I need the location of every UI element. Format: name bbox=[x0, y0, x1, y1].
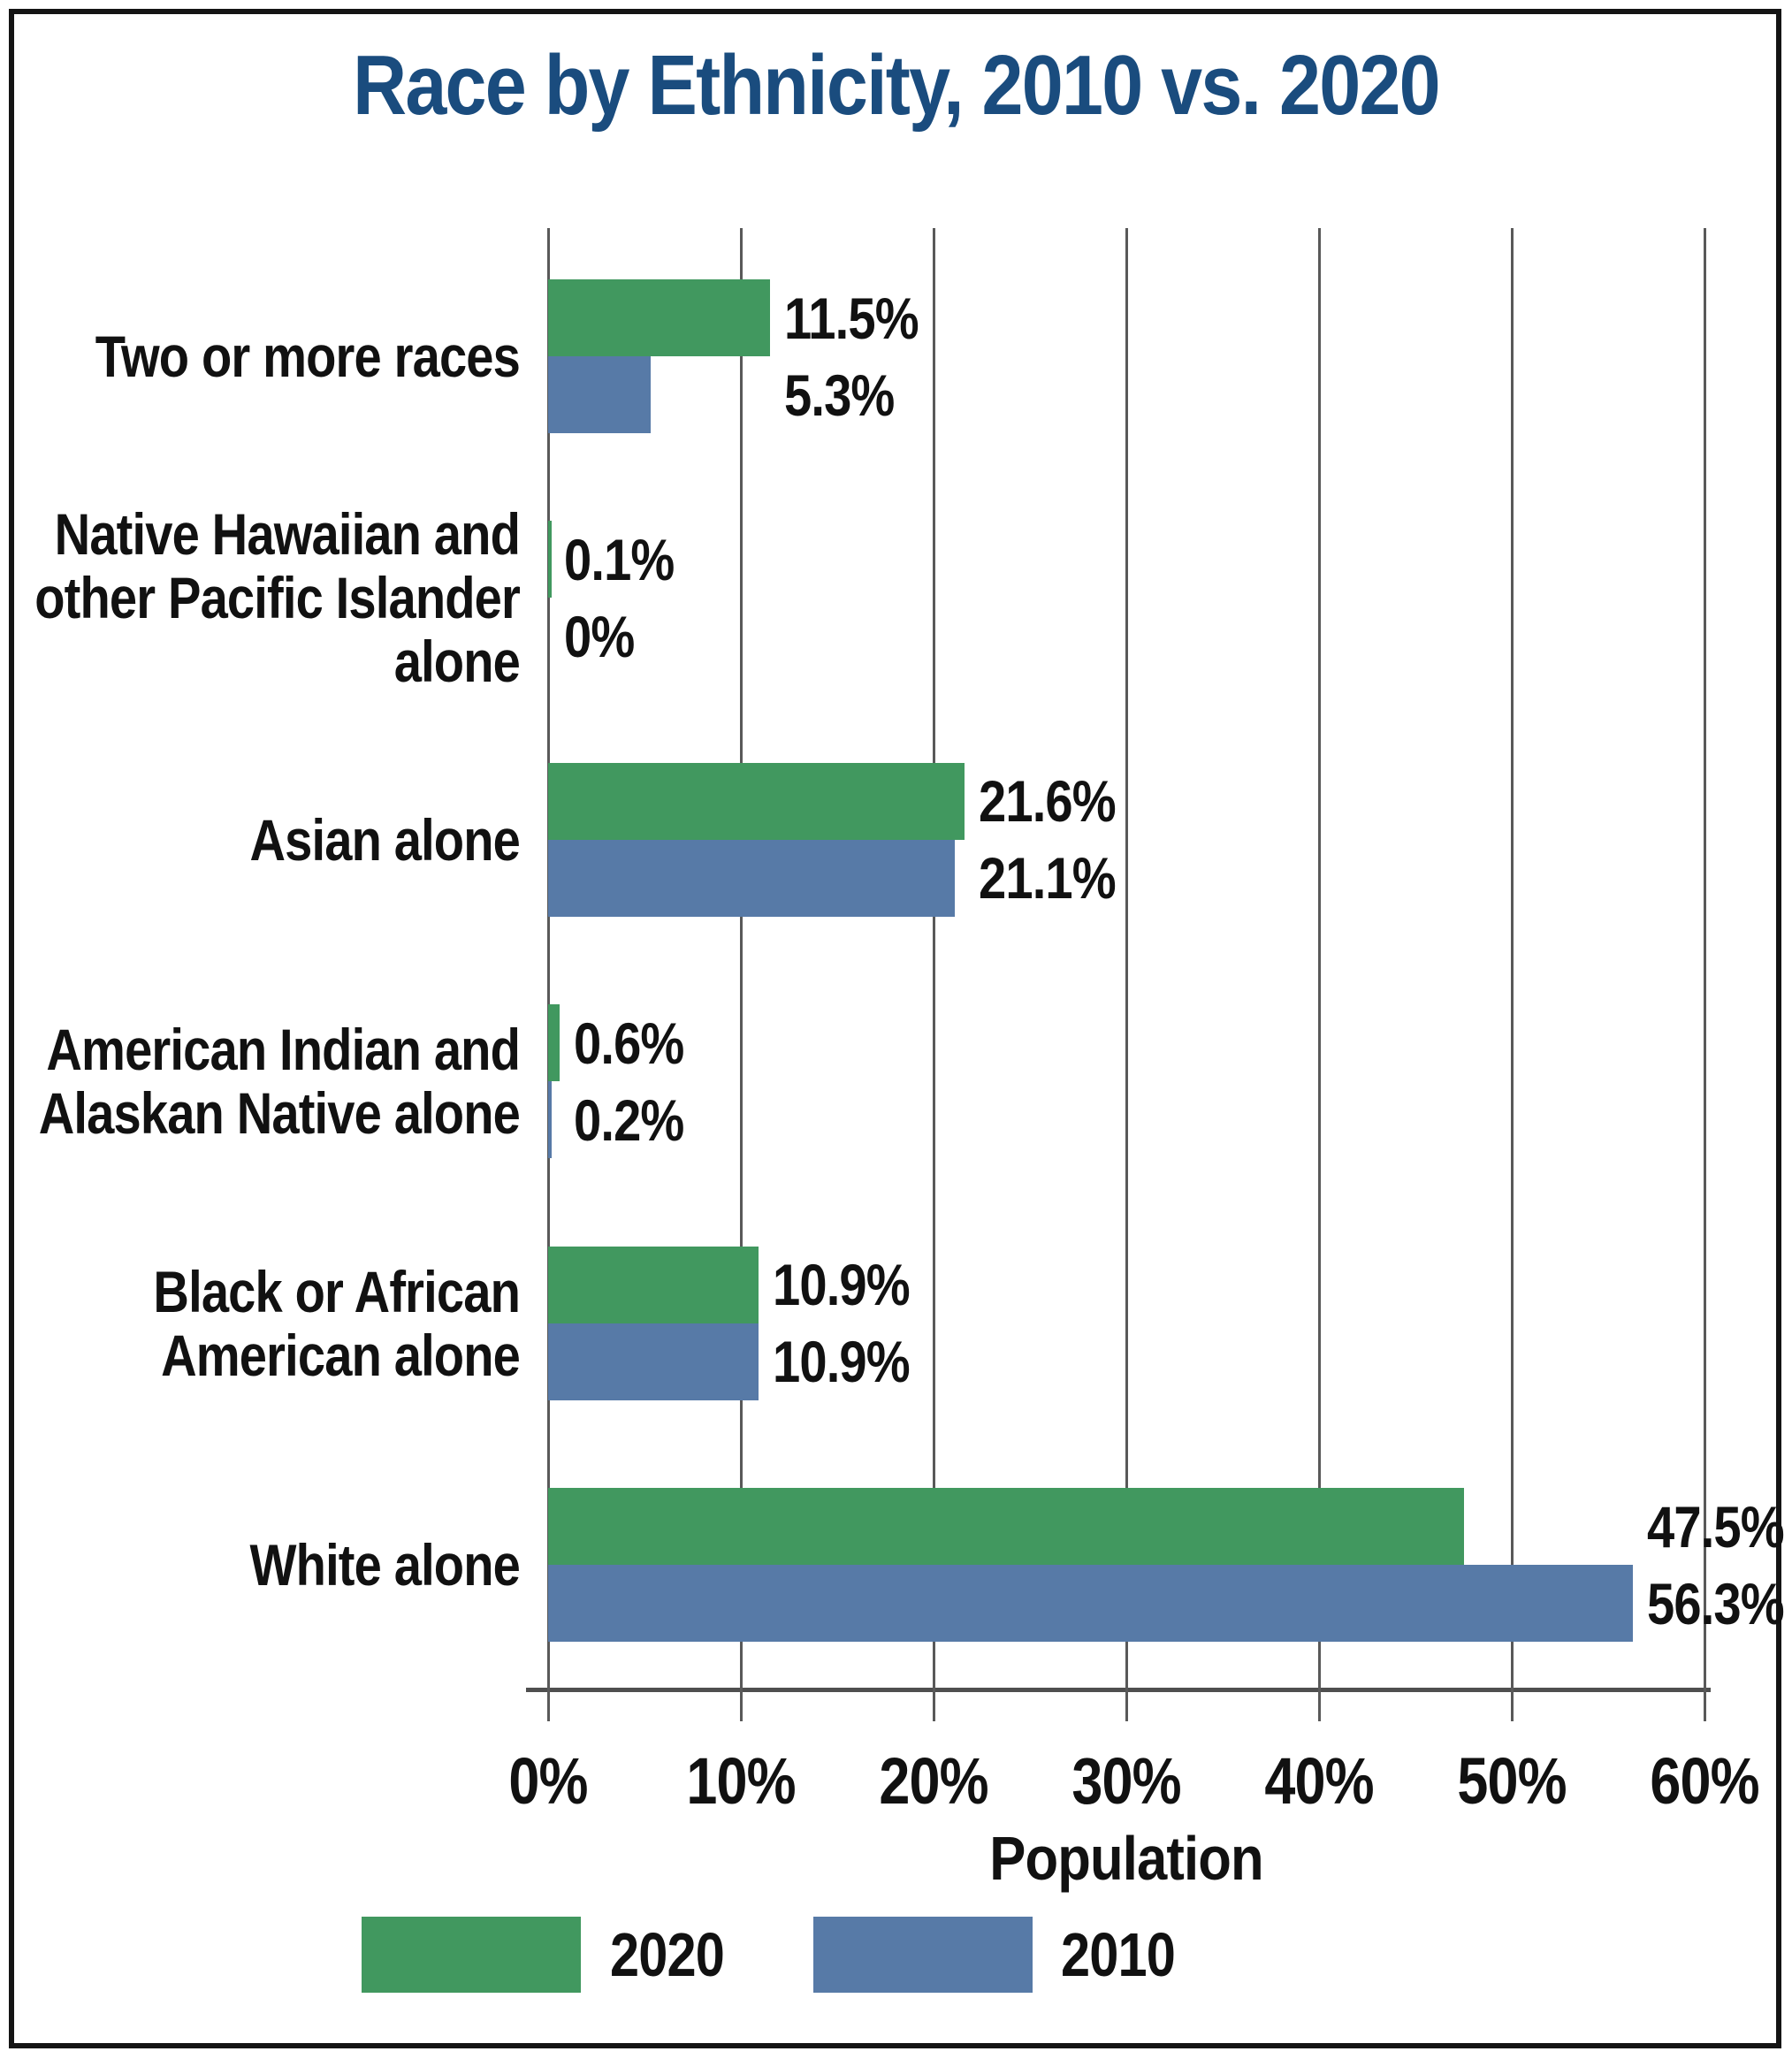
category-label-line: American Indian and bbox=[46, 1017, 521, 1083]
value-label-2010-row3: 0.2% bbox=[574, 1087, 684, 1153]
bar-2010-row0 bbox=[548, 356, 651, 433]
legend-swatch-2020 bbox=[362, 1917, 581, 1993]
category-label-line: alone bbox=[393, 629, 521, 695]
value-label-2020-row4: 10.9% bbox=[772, 1252, 911, 1318]
bar-2020-row1 bbox=[548, 521, 552, 599]
legend-label-2010: 2010 bbox=[1061, 1920, 1176, 1989]
bar-2010-row5 bbox=[548, 1565, 1634, 1642]
x-axis-title: Population bbox=[989, 1824, 1263, 1893]
value-label-2010-row0: 5.3% bbox=[783, 362, 895, 428]
value-label-2020-row5: 47.5% bbox=[1647, 1493, 1785, 1560]
category-label-line: Alaskan Native alone bbox=[38, 1080, 521, 1147]
bar-2020-row2 bbox=[548, 762, 965, 840]
value-label-2020-row3: 0.6% bbox=[574, 1010, 684, 1076]
value-label-2010-row5: 56.3% bbox=[1647, 1570, 1785, 1636]
chart-title: Race by Ethnicity, 2010 vs. 2020 bbox=[353, 38, 1441, 133]
bar-2020-row5 bbox=[548, 1488, 1464, 1565]
legend-label-2020: 2020 bbox=[610, 1920, 725, 1989]
x-tick-30: 30% bbox=[1071, 1744, 1181, 1818]
category-label-line: Two or more races bbox=[95, 324, 521, 389]
x-axis-line bbox=[526, 1688, 1711, 1692]
bar-2020-row3 bbox=[548, 1004, 560, 1082]
value-label-2010-row4: 10.9% bbox=[772, 1329, 911, 1395]
bar-2020-row0 bbox=[548, 279, 770, 356]
category-label-row2: Asian alone bbox=[78, 707, 520, 972]
legend-swatch-2010 bbox=[813, 1917, 1033, 1993]
x-tick-20: 20% bbox=[879, 1744, 988, 1818]
category-label-row5: White alone bbox=[78, 1432, 521, 1697]
category-label-line: Black or African bbox=[153, 1258, 520, 1324]
gridline-10 bbox=[739, 228, 743, 1721]
x-tick-0: 0% bbox=[508, 1744, 588, 1818]
bar-2010-row2 bbox=[548, 839, 955, 917]
value-label-2010-row2: 21.1% bbox=[978, 845, 1117, 911]
category-label-line: American alone bbox=[161, 1322, 521, 1388]
category-label-row4: Black or African American alone bbox=[78, 1191, 520, 1456]
gridline-60 bbox=[1703, 228, 1706, 1721]
value-label-2020-row0: 11.5% bbox=[783, 285, 919, 351]
category-label-line: White alone bbox=[249, 1532, 521, 1598]
gridline-0 bbox=[546, 228, 550, 1721]
x-tick-50: 50% bbox=[1457, 1744, 1567, 1818]
value-label-2020-row1: 0.1% bbox=[564, 526, 675, 592]
bar-2010-row3 bbox=[548, 1081, 553, 1159]
gridline-50 bbox=[1510, 228, 1514, 1721]
bar-2010-row4 bbox=[548, 1323, 759, 1400]
gridline-40 bbox=[1317, 228, 1321, 1721]
value-label-2020-row2: 21.6% bbox=[978, 768, 1117, 835]
category-label-row3: American Indian and Alaskan Native alone bbox=[39, 949, 521, 1214]
category-label-line: Asian alone bbox=[249, 806, 520, 873]
category-label-row0: Two or more races bbox=[78, 224, 521, 489]
value-label-2010-row1: 0% bbox=[564, 603, 635, 669]
category-label-line: Native Hawaiian and bbox=[54, 501, 521, 568]
gridline-30 bbox=[1125, 228, 1128, 1721]
category-label-line: other Pacific Islander bbox=[34, 565, 521, 631]
gridline-20 bbox=[932, 228, 935, 1721]
category-label-row1: Native Hawaiian and other Pacific Islande… bbox=[34, 465, 521, 730]
x-tick-40: 40% bbox=[1264, 1744, 1374, 1818]
bar-2020-row4 bbox=[548, 1246, 759, 1323]
x-tick-10: 10% bbox=[686, 1744, 796, 1818]
x-tick-60: 60% bbox=[1650, 1744, 1759, 1818]
